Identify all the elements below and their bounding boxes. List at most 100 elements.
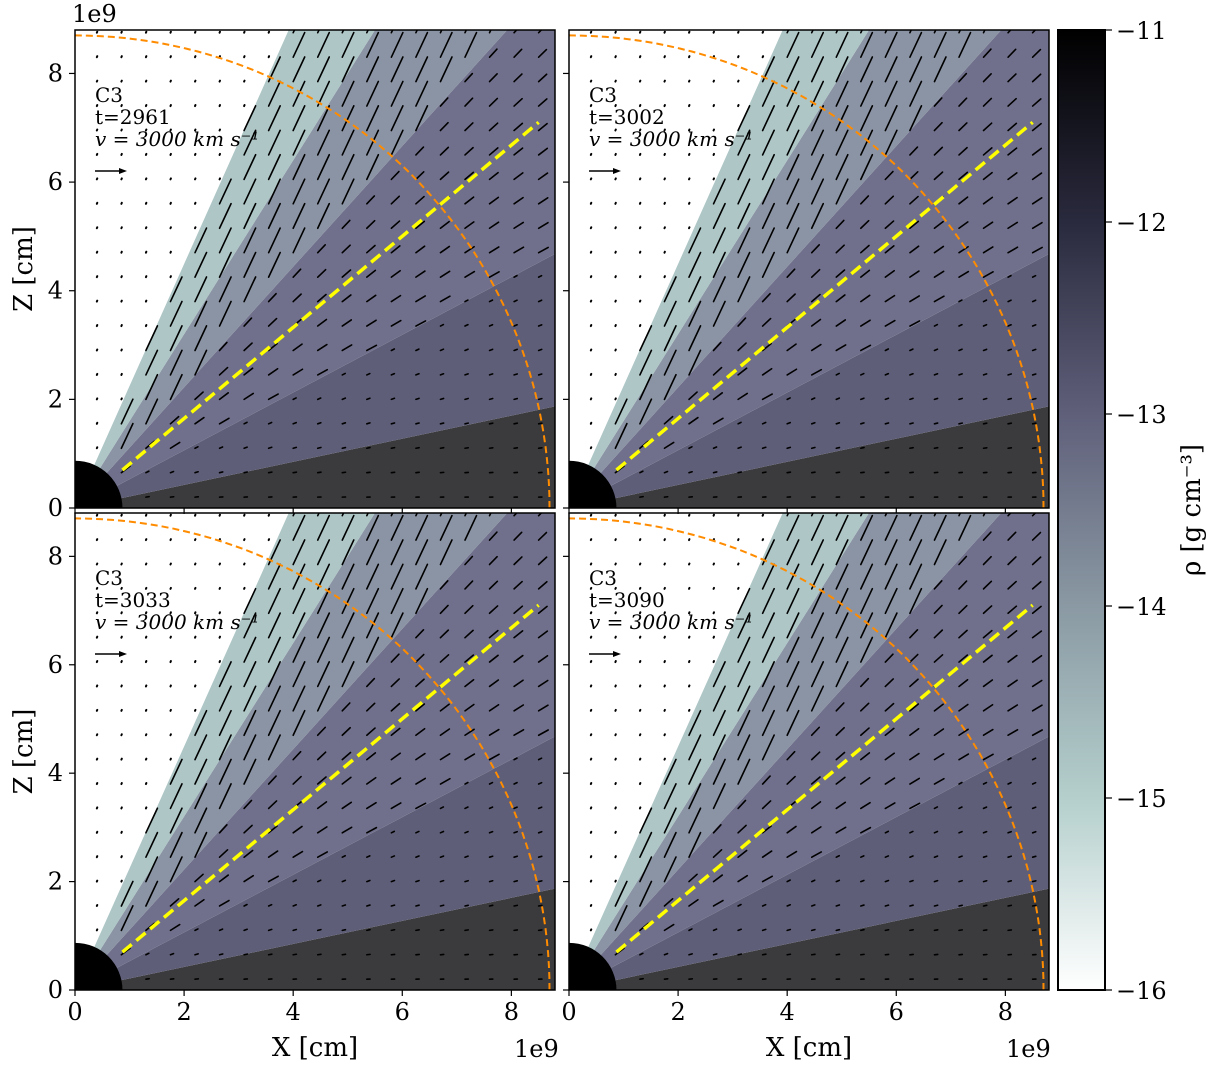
velocity-arrow [712, 899, 724, 907]
velocity-arrow [464, 629, 474, 639]
velocity-arrow [341, 30, 345, 34]
velocity-arrow [761, 800, 772, 810]
velocity-arrow [292, 539, 306, 566]
velocity-arrow [958, 855, 963, 858]
velocity-arrow [415, 727, 426, 737]
velocity-arrow [982, 122, 993, 132]
sightline [121, 120, 540, 472]
velocity-arrow [439, 121, 449, 132]
velocity-arrow [761, 928, 767, 932]
velocity-arrow [513, 422, 519, 425]
velocity-arrow [737, 661, 751, 688]
velocity-arrow [267, 153, 281, 181]
velocity-arrow [390, 269, 401, 278]
velocity-arrow [884, 195, 895, 205]
velocity-arrow [194, 470, 199, 474]
velocity-arrow [366, 294, 377, 303]
velocity-arrow [761, 825, 772, 834]
velocity-arrow [341, 344, 353, 352]
velocity-arrow [909, 397, 914, 401]
velocity-arrow [835, 219, 845, 230]
velocity-arrow [663, 807, 677, 834]
dense-wind-region [75, 736, 555, 990]
velocity-arrow [292, 421, 298, 425]
velocity-arrow [366, 446, 371, 450]
velocity-arrow [810, 879, 816, 883]
velocity-arrow [267, 80, 281, 107]
velocity-arrow [366, 30, 369, 34]
velocity-arrow [415, 31, 429, 58]
polar-edge-region [569, 513, 869, 990]
velocity-arrow [982, 654, 993, 663]
velocity-arrow [737, 928, 742, 932]
velocity-arrow [810, 636, 825, 663]
velocity-arrow [243, 874, 255, 883]
velocity-arrow [169, 783, 183, 810]
central-star [75, 942, 123, 990]
velocity-arrow [390, 348, 396, 352]
velocity-arrow [786, 268, 796, 278]
velocity-arrow [639, 952, 644, 956]
velocity-arrow [439, 348, 445, 352]
velocity-arrow [909, 348, 914, 352]
velocity-arrow [243, 471, 249, 474]
velocity-arrow [663, 349, 677, 376]
velocity-arrow [464, 654, 475, 663]
velocity-arrow [712, 709, 726, 737]
panel-frame [568, 29, 1050, 509]
velocity-arrow [366, 105, 380, 132]
velocity-arrow [835, 514, 849, 541]
velocity-arrow [1007, 855, 1013, 858]
velocity-arrow [537, 274, 543, 278]
velocity-arrow [439, 397, 445, 401]
velocity-arrow [1031, 855, 1037, 858]
velocity-arrow [909, 446, 914, 450]
colorbar-tick-label: −15 [1116, 785, 1167, 813]
velocity-arrow [292, 709, 306, 737]
x-tick-label: 6 [395, 998, 410, 1026]
velocity-arrow [761, 446, 767, 450]
velocity-arrow [860, 195, 870, 205]
outer-boundary-arc [569, 34, 1045, 508]
velocity-arrow [933, 220, 944, 230]
velocity-arrow [737, 153, 751, 181]
velocity-arrow [218, 953, 224, 956]
velocity-arrow [464, 221, 475, 230]
velocity-arrow [712, 341, 722, 352]
velocity-arrow [933, 514, 947, 541]
velocity-arrow [688, 709, 702, 737]
velocity-arrow [909, 514, 923, 541]
velocity-arrow [341, 446, 347, 450]
velocity-arrow [488, 555, 498, 566]
velocity-arrow [341, 751, 352, 761]
velocity-arrow [169, 856, 183, 883]
velocity-arrow [415, 752, 426, 761]
velocity-arrow [513, 531, 523, 541]
velocity-arrow [267, 421, 273, 425]
velocity-arrow [513, 97, 523, 107]
velocity-arrow [860, 344, 872, 352]
velocity-arrow [513, 654, 524, 663]
velocity-arrow [366, 702, 376, 712]
velocity-arrow [292, 612, 306, 639]
velocity-arrow [513, 48, 523, 58]
velocity-arrow [390, 245, 401, 254]
velocity-arrow [145, 952, 150, 956]
velocity-arrow [737, 636, 751, 663]
velocity-arrow [194, 783, 208, 810]
velocity-arrow [292, 850, 304, 858]
velocity-arrow [982, 629, 993, 639]
velocity-arrow [267, 471, 273, 474]
velocity-arrow [933, 777, 945, 785]
velocity-arrow [884, 105, 898, 132]
velocity-arrow [145, 807, 159, 834]
colorbar: −11 −12 −13 −14 −15 −16 ρ [g cm⁻³] [1057, 17, 1207, 1005]
velocity-arrow [884, 170, 894, 181]
velocity-arrow [688, 325, 702, 352]
velocity-arrow [488, 72, 498, 83]
velocity-arrow [1031, 704, 1043, 712]
velocity-arrow [464, 781, 469, 785]
velocity-arrow [958, 753, 970, 761]
velocity-arrow [366, 612, 380, 639]
